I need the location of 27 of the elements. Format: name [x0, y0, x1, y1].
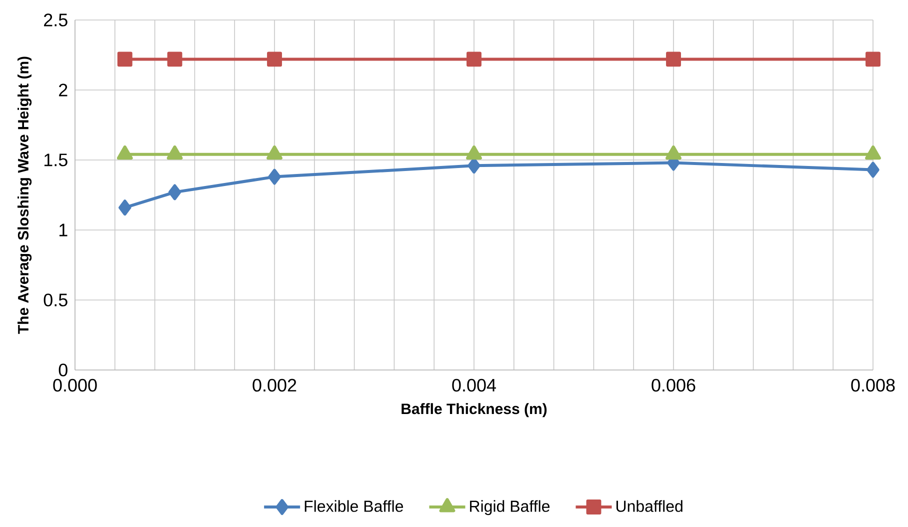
legend-label: Rigid Baffle [470, 500, 550, 516]
x-tick-label: 0.004 [452, 378, 496, 392]
legend-label: Unbaffled [616, 500, 682, 512]
point [268, 168, 281, 185]
point [167, 52, 182, 67]
y-tick-label: 1 [60, 224, 68, 236]
point [117, 52, 132, 67]
point [118, 200, 132, 216]
y-tick-label: 0.5 [44, 294, 68, 306]
x-tick-label: 0.006 [652, 378, 696, 392]
x-tick-label: 0.008 [851, 378, 895, 392]
x-tick-label: 0.002 [252, 378, 296, 392]
y-tick-label: 2 [59, 84, 68, 96]
x-axis-title: Baffle Thickness (m) [402, 403, 547, 418]
legend-label: Flexible Baffle [304, 500, 404, 512]
y-tick-label: 2.5 [44, 14, 68, 26]
x-tick-label: 0.000 [53, 378, 97, 392]
point [168, 184, 182, 200]
point [866, 162, 880, 178]
y-tick-label: 1.5 [44, 154, 68, 166]
y-tick-label: 0 [58, 364, 68, 376]
point [666, 52, 681, 67]
y-axis-title: The Average Sloshing Wave Height (m) [18, 56, 32, 334]
point [866, 52, 880, 67]
point [267, 52, 282, 67]
point [468, 158, 480, 174]
point [466, 52, 482, 67]
